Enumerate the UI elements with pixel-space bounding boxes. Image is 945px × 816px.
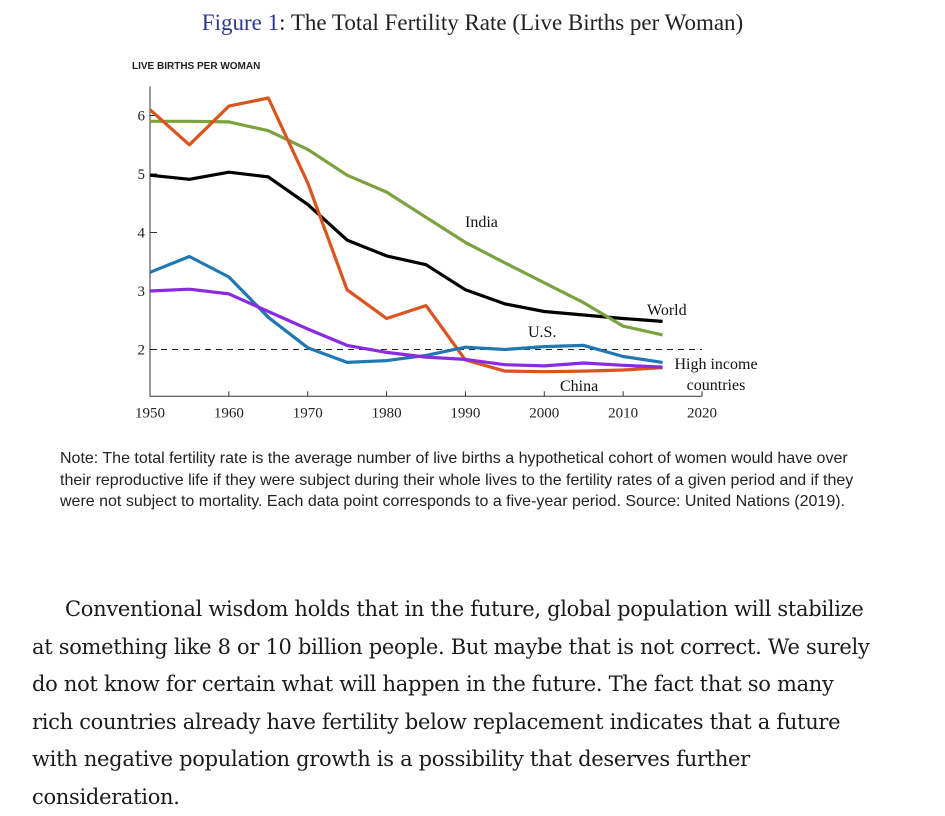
figure-note: Note: The total fertility rate is the av… xyxy=(60,450,854,511)
series-group xyxy=(148,96,663,374)
y-tick-label: 5 xyxy=(138,167,146,183)
series-line-u-s xyxy=(149,254,663,364)
x-tick-label: 2010 xyxy=(608,405,638,421)
series-label-line: High income xyxy=(674,356,757,373)
x-tick-label: 2020 xyxy=(687,405,717,421)
y-tick-label: 2 xyxy=(138,343,146,359)
series-line-india xyxy=(150,119,663,337)
series-label-world: World xyxy=(647,302,687,319)
figure-label: Figure 1 xyxy=(201,10,280,35)
series-label-high-income-countries: High income countries xyxy=(674,356,757,394)
figure-caption: Figure 1: The Total Fertility Rate (Live… xyxy=(0,10,945,36)
x-tick-label: 1980 xyxy=(372,405,402,421)
series-labels: World India China U.S. High income countries xyxy=(465,214,758,395)
paragraph-text: Conventional wisdom holds that in the fu… xyxy=(32,597,870,809)
y-tick-label: 6 xyxy=(138,109,146,125)
x-tick-label: 1990 xyxy=(450,405,480,421)
series-label-line: countries xyxy=(687,377,746,394)
y-tick-label: 4 xyxy=(138,226,146,242)
series-line-high-income-countries xyxy=(149,287,663,369)
body-paragraph: Conventional wisdom holds that in the fu… xyxy=(32,591,880,816)
series-line-china xyxy=(148,96,663,374)
series-label-china: China xyxy=(560,378,598,395)
figure-title: : The Total Fertility Rate (Live Births … xyxy=(279,10,744,35)
x-tick-label: 1950 xyxy=(135,405,165,421)
x-tick-label: 1960 xyxy=(214,405,244,421)
y-axis-label: LIVE BIRTHS PER WOMAN xyxy=(132,61,260,72)
series-line-world xyxy=(149,170,663,323)
y-tick-label: 3 xyxy=(138,284,146,300)
x-tick-label: 1970 xyxy=(293,405,323,421)
series-label-u-s: U.S. xyxy=(528,324,556,341)
x-tick-label: 2000 xyxy=(529,405,559,421)
series-label-india: India xyxy=(465,214,498,231)
fertility-chart: LIVE BIRTHS PER WOMAN 2 3 4 5 6 1950 1960 1970 1… xyxy=(132,61,758,421)
